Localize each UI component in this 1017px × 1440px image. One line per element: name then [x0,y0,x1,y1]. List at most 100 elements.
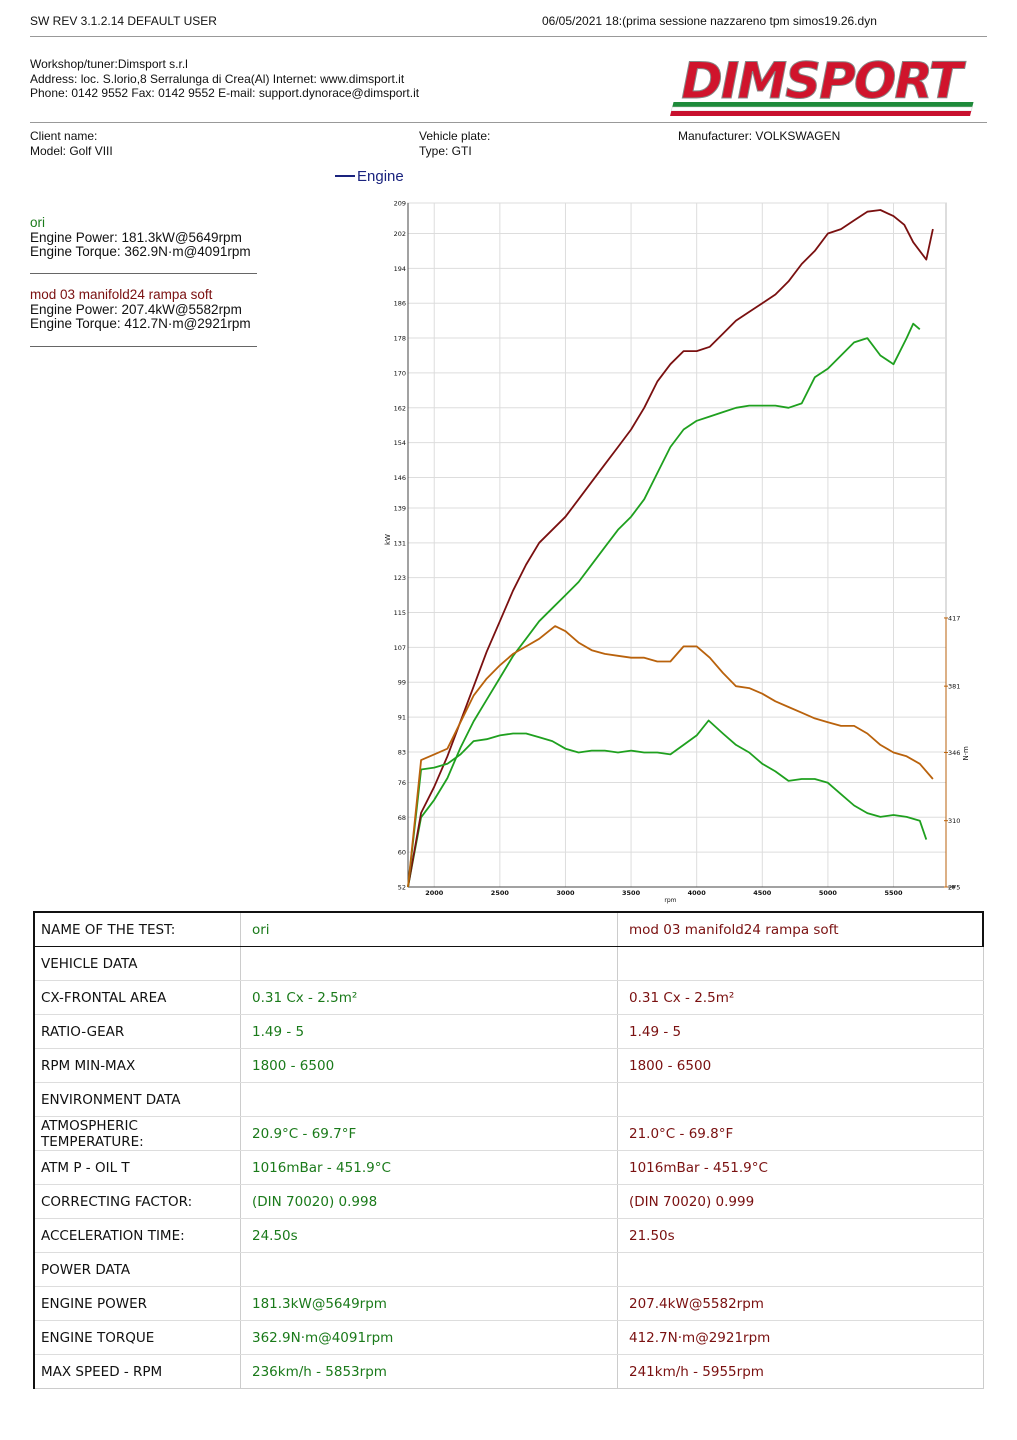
run-1-value: 362.9N·m@4091rpm [240,1320,618,1355]
right-tick-label: 346 [948,749,960,757]
run-2-value: 1800 - 6500 [617,1048,984,1083]
left-tick-label: 76 [398,779,406,787]
header-divider [30,36,987,37]
row-label: NAME OF THE TEST: [33,911,241,947]
series-power-1 [407,209,934,888]
run-2-value [617,1082,984,1117]
run-1-value [240,1082,618,1117]
table-row: ENGINE POWER 181.3kW@5649rpm 207.4kW@5582r… [33,1286,984,1321]
table-row: RPM MIN-MAX 1800 - 6500 1800 - 6500 [33,1048,984,1083]
run-1-value: 181.3kW@5649rpm [240,1286,618,1321]
row-label: RPM MIN-MAX [33,1048,241,1083]
run-2-torque: Engine Torque: 412.7N·m@2921rpm [30,316,251,331]
run-2-name: mod 03 manifold24 rampa soft [30,287,213,302]
run-1-value: 20.9°C - 69.7°F [240,1116,618,1151]
left-tick-label: 146 [394,474,406,482]
svg-text:DIMSPORT: DIMSPORT [681,52,966,110]
right-tick-label: 275 [948,884,960,892]
run-1-value: 1016mBar - 451.9°C [240,1150,618,1185]
row-label: ATM P - OIL T [33,1150,241,1185]
table-row: NAME OF THE TEST: ori mod 03 manifold24 ra… [33,911,984,947]
run-1-value: 24.50s [240,1218,618,1253]
vehicle-plate-label: Vehicle plate: [419,129,491,143]
run-1-power: Engine Power: 181.3kW@5649rpm [30,230,242,245]
run-2-value [617,1252,984,1287]
right-axis-ticks: 275 310 346 381 417 [944,614,960,892]
dimsport-logo: DIMSPORT [670,52,974,116]
table-row: CX-FRONTAL AREA 0.31 Cx - 2.5m² 0.31 Cx - … [33,980,984,1015]
left-tick-label: 209 [394,200,406,208]
results-table: NAME OF THE TEST: ori mod 03 manifold24 ra… [33,911,984,1389]
table-row: ATMOSPHERIC TEMPERATURE: 20.9°C - 69.7°F 2… [33,1116,984,1151]
left-axis-ticks: 52 60 68 76 83 91 99 107 115 123 131 139 146 154 162 17… [394,200,406,892]
run-separator-1 [30,273,257,274]
x-axis-ticks: 2000 2500 3000 3500 4000 4500 5000 5500 [425,889,903,897]
right-tick-label: 417 [948,614,960,622]
left-tick-label: 178 [394,335,406,343]
run-2-value: (DIN 70020) 0.999 [617,1184,984,1219]
series-torque-3 [407,625,934,888]
test-file-info: 06/05/2021 18:(prima sessione nazzareno … [542,14,877,28]
x-axis-arrow [952,885,956,889]
plot-frame [407,202,947,888]
row-label: ENGINE POWER [33,1286,241,1321]
left-tick-label: 91 [398,714,406,722]
row-label: ENVIRONMENT DATA [33,1082,241,1117]
run-1-value [240,946,618,981]
run-1-value: 236km/h - 5853rpm [240,1354,618,1389]
workshop-address: Address: loc. S.lorio,8 Serralunga di Cr… [30,72,405,86]
software-version: SW REV 3.1.2.14 DEFAULT USER [30,14,217,28]
run-1-torque: Engine Torque: 362.9N·m@4091rpm [30,244,251,259]
vehicle-manufacturer: Manufacturer: VOLKSWAGEN [678,129,841,143]
run-2-value: 1.49 - 5 [617,1014,984,1049]
left-tick-label: 68 [398,814,406,822]
table-row: MAX SPEED - RPM 236km/h - 5853rpm 241km/h … [33,1354,984,1389]
run-1-value: 1.49 - 5 [240,1014,618,1049]
x-tick-label: 3500 [622,889,641,897]
left-tick-label: 107 [394,644,406,652]
left-tick-label: 60 [398,849,406,857]
right-tick-label: 310 [948,817,960,825]
left-tick-label: 202 [394,230,406,238]
run-separator-2 [30,346,257,347]
table-row: ATM P - OIL T 1016mBar - 451.9°C 1016mBar … [33,1150,984,1185]
left-tick-label: 83 [398,748,406,756]
row-label: CORRECTING FACTOR: [33,1184,241,1219]
row-label: CX-FRONTAL AREA [33,980,241,1015]
left-tick-label: 131 [394,539,406,547]
table-row: ACCELERATION TIME: 24.50s 21.50s [33,1218,984,1253]
chart-series [407,209,934,888]
vehicle-model: Model: Golf VIII [30,144,113,158]
run-2-value: 207.4kW@5582rpm [617,1286,984,1321]
legend-engine-swatch [335,175,355,177]
client-name-label: Client name: [30,129,98,143]
run-2-value: mod 03 manifold24 rampa soft [617,911,984,947]
left-axis-label: kW [384,534,392,545]
left-tick-label: 162 [394,404,406,412]
x-tick-label: 4500 [753,889,772,897]
series-torque-2 [407,719,928,888]
workshop-name: Workshop/tuner:Dimsport s.r.l [30,57,188,71]
workshop-contact: Phone: 0142 9552 Fax: 0142 9552 E-mail: … [30,86,420,100]
run-1-name: ori [30,215,46,230]
row-label: ATMOSPHERIC TEMPERATURE: [33,1116,241,1151]
left-tick-label: 123 [394,574,406,582]
vehicle-type: Type: GTI [419,144,472,158]
run-2-value: 21.0°C - 69.8°F [617,1116,984,1151]
info-divider [30,122,987,123]
run-2-value: 21.50s [617,1218,984,1253]
run-2-power: Engine Power: 207.4kW@5582rpm [30,302,242,317]
row-label: RATIO-GEAR [33,1014,241,1049]
row-label: ACCELERATION TIME: [33,1218,241,1253]
row-label: POWER DATA [33,1252,241,1287]
run-2-value [617,946,984,981]
series-power-0 [407,322,921,888]
row-label: ENGINE TORQUE [33,1320,241,1355]
table-row: RATIO-GEAR 1.49 - 5 1.49 - 5 [33,1014,984,1049]
x-axis-label: rpm [664,897,676,904]
run-2-value: 1016mBar - 451.9°C [617,1150,984,1185]
left-tick-label: 52 [398,884,406,892]
legend-engine-label: Engine [357,168,404,185]
left-tick-label: 115 [394,609,406,617]
run-1-value: ori [240,911,618,947]
